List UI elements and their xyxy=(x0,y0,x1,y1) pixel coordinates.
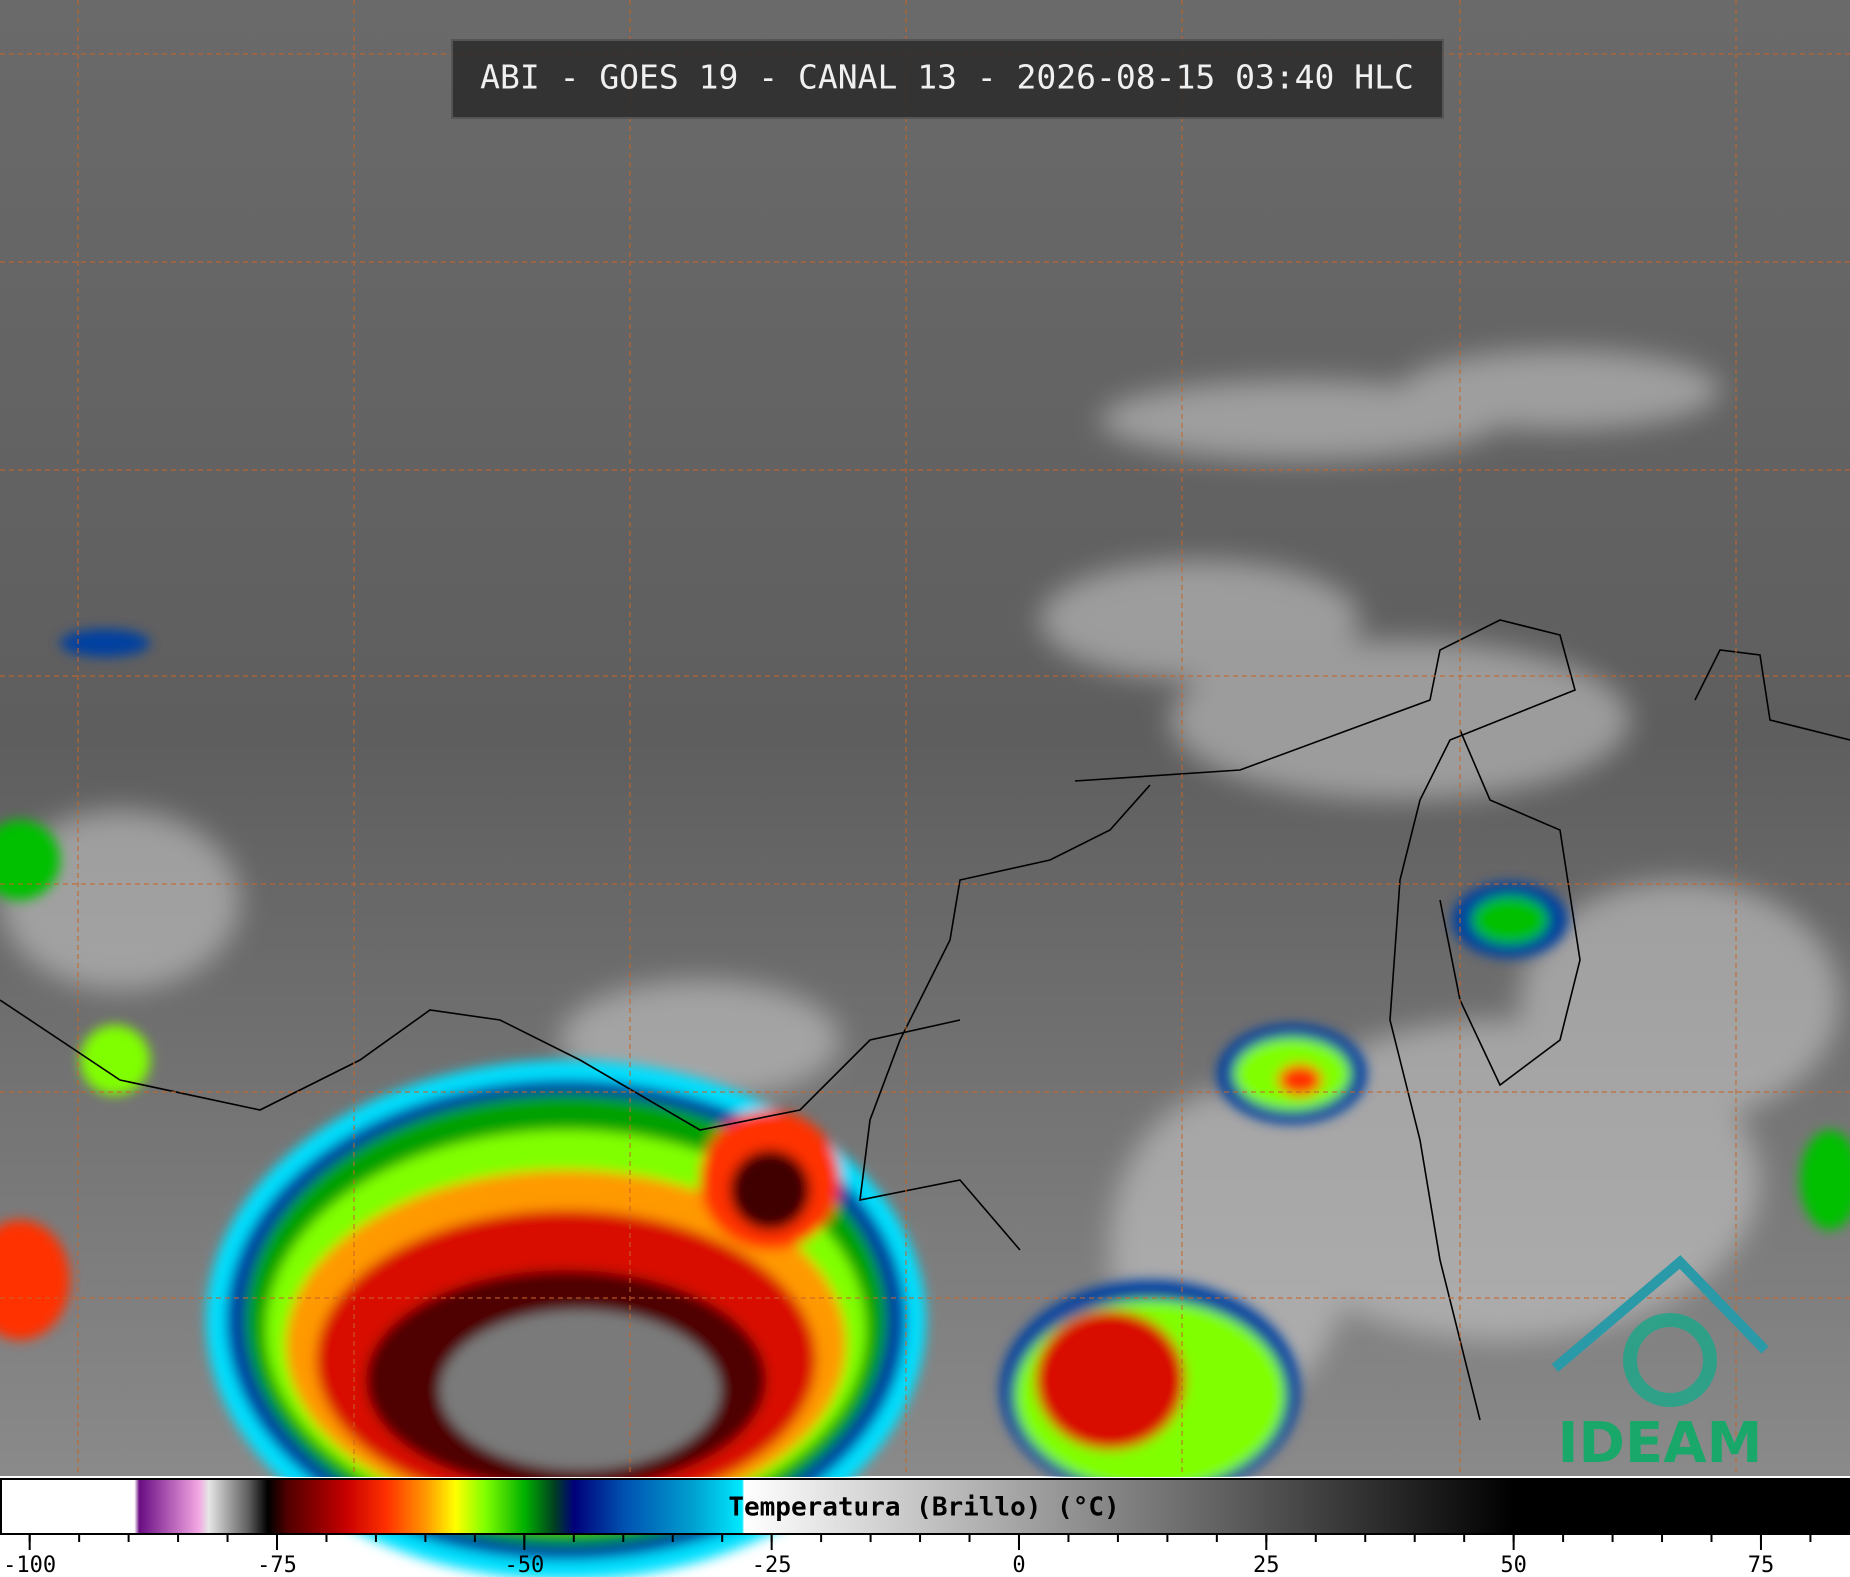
tick-label: 0 xyxy=(1012,1553,1025,1577)
title-box: ABI - GOES 19 - CANAL 13 - 2026-08-15 03… xyxy=(451,39,1444,119)
logo: IDEAM xyxy=(1551,1255,1769,1476)
tick-label: -50 xyxy=(504,1553,544,1577)
logo-text: IDEAM xyxy=(1558,1411,1763,1476)
tick-label: -100 xyxy=(3,1553,56,1577)
title: ABI - GOES 19 - CANAL 13 - 2026-08-15 03… xyxy=(480,58,1414,97)
colorbar: Temperatura (Brillo) (°C) -100 -75 -50 -25 0… xyxy=(0,1477,1850,1577)
colorbar-label: Temperatura (Brillo) (°C) xyxy=(728,1493,1119,1523)
tick-label: -25 xyxy=(752,1553,792,1577)
tick-label: 50 xyxy=(1500,1553,1527,1577)
tick-label: 25 xyxy=(1253,1553,1280,1577)
tick-label: 75 xyxy=(1748,1553,1775,1577)
tick-label: -75 xyxy=(257,1553,297,1577)
